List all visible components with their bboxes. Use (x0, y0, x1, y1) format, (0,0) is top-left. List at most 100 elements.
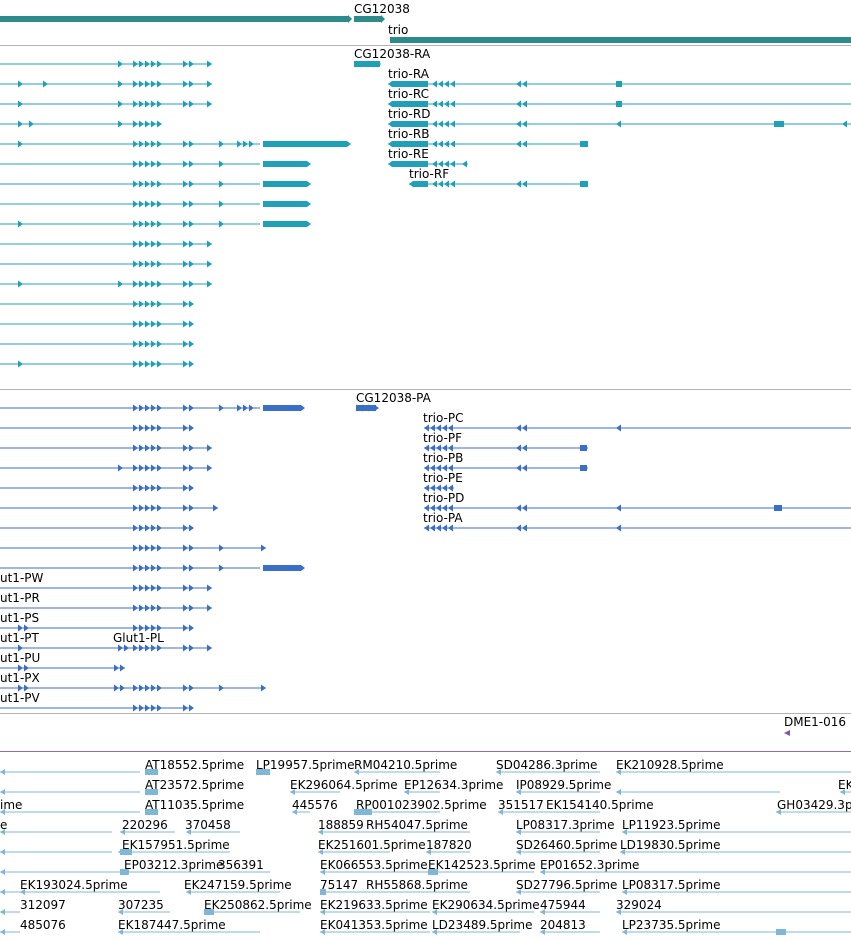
est-label[interactable]: EK154140.5prime (546, 798, 654, 812)
exon-block[interactable] (774, 121, 784, 127)
protein-label[interactable]: trio-PE (423, 471, 463, 485)
gene-label[interactable]: trio (388, 23, 409, 37)
est-label[interactable]: 188859 (318, 818, 364, 832)
transcript-block-trio[interactable] (409, 181, 428, 187)
est-label[interactable]: 204813 (540, 918, 586, 932)
protein-label[interactable]: Glut1-PL (113, 631, 164, 645)
protein-label[interactable]: ut1-PX (0, 671, 40, 685)
est-label[interactable]: EK (838, 778, 851, 792)
gene-bar-trio[interactable] (390, 37, 851, 43)
est-label[interactable]: AT18552.5prime (145, 758, 245, 772)
coding-exon[interactable] (263, 565, 305, 571)
marker-arrow[interactable] (784, 730, 790, 736)
est-label[interactable]: 307235 (118, 898, 164, 912)
est-label[interactable]: 329024 (616, 898, 662, 912)
exon-block[interactable] (616, 81, 622, 87)
est-label[interactable]: ime (0, 798, 23, 812)
transcript-block-trio[interactable] (388, 121, 428, 127)
est-block[interactable] (354, 809, 372, 815)
transcript-block-trio[interactable] (388, 81, 428, 87)
est-label[interactable]: EK157951.5prime (122, 838, 230, 852)
exon-block[interactable] (580, 465, 587, 471)
est-label[interactable]: 445576 (292, 798, 338, 812)
est-label[interactable]: 351517 (498, 798, 544, 812)
est-label[interactable]: LP08317.5prime (622, 878, 721, 892)
est-label[interactable]: RH54047.5prime (366, 818, 468, 832)
protein-label[interactable]: ut1-PS (0, 611, 40, 625)
coding-exon[interactable] (263, 161, 311, 167)
transcript-label[interactable]: trio-RA (388, 67, 429, 81)
est-label[interactable]: EK142523.5prime (428, 858, 536, 872)
gene-label[interactable]: CG12038 (354, 2, 410, 16)
exon-block[interactable] (774, 505, 782, 511)
transcript-label[interactable]: trio-RB (388, 127, 430, 141)
est-block[interactable] (120, 849, 132, 855)
est-label[interactable]: LD19830.5prime (620, 838, 721, 852)
transcript-label[interactable]: trio-RC (388, 87, 429, 101)
protein-label[interactable]: trio-PA (423, 511, 463, 525)
est-label[interactable]: RM04210.5prime (354, 758, 458, 772)
gene-bar-left[interactable] (0, 16, 348, 22)
protein-block-cg12038[interactable] (356, 405, 376, 411)
transcript-block-trio[interactable] (388, 161, 428, 167)
est-label[interactable]: EP01652.3prime (540, 858, 640, 872)
est-block[interactable] (256, 769, 270, 775)
est-label[interactable]: EP12634.3prime (404, 778, 504, 792)
est-label[interactable]: 356391 (218, 858, 264, 872)
est-block[interactable] (145, 809, 158, 815)
est-label[interactable]: 312097 (20, 898, 66, 912)
exon-block[interactable] (580, 445, 587, 451)
est-label[interactable]: EK296064.5prime (290, 778, 398, 792)
est-block[interactable] (145, 769, 158, 775)
est-label[interactable]: SD27796.5prime (516, 878, 618, 892)
est-label[interactable]: EP03212.3prime (124, 858, 224, 872)
est-label[interactable]: RH55868.5prime (366, 878, 468, 892)
est-label[interactable]: SD04286.3prime (496, 758, 598, 772)
est-label[interactable]: AT23572.5prime (145, 778, 245, 792)
est-label[interactable]: EK251601.5prime (318, 838, 426, 852)
transcript-block-trio[interactable] (388, 141, 428, 147)
est-label[interactable]: 370458 (185, 818, 231, 832)
transcript-block-trio[interactable] (388, 101, 428, 107)
est-label[interactable]: EK250862.5prime (204, 898, 312, 912)
est-label[interactable]: AT11035.5prime (145, 798, 245, 812)
est-block[interactable] (776, 929, 786, 935)
protein-label[interactable]: CG12038-PA (356, 391, 431, 405)
marker-label[interactable]: DME1-016 (784, 715, 847, 729)
transcript-label[interactable]: CG12038-RA (354, 47, 431, 61)
protein-label[interactable]: ut1-PU (0, 651, 41, 665)
transcript-label[interactable]: trio-RF (409, 167, 450, 181)
est-label[interactable]: EK187447.5prime (118, 918, 226, 932)
est-label[interactable]: 485076 (20, 918, 66, 932)
protein-label[interactable]: trio-PF (423, 431, 463, 445)
protein-label[interactable]: trio-PB (423, 451, 464, 465)
est-label[interactable]: SD26460.5prime (516, 838, 618, 852)
est-label[interactable]: GH03429.3p (777, 798, 851, 812)
est-label[interactable]: 75147 (320, 878, 359, 892)
exon-block[interactable] (616, 101, 622, 107)
est-label[interactable]: EK247159.5prime (184, 878, 292, 892)
coding-exon[interactable] (263, 181, 311, 187)
est-label[interactable]: IP08929.5prime (516, 778, 612, 792)
transcript-label[interactable]: trio-RD (388, 107, 431, 121)
est-label[interactable]: LP19957.5prime (256, 758, 355, 772)
coding-exon[interactable] (263, 141, 351, 147)
est-label[interactable]: EK193024.5prime (20, 878, 128, 892)
est-block[interactable] (428, 869, 438, 875)
est-label[interactable]: 187820 (426, 838, 472, 852)
exon-block[interactable] (580, 141, 588, 147)
est-label[interactable]: EK041353.5prime (320, 918, 428, 932)
protein-label[interactable]: trio-PD (423, 491, 465, 505)
protein-label[interactable]: ut1-PT (0, 631, 39, 645)
est-label[interactable]: LP08317.3prime (516, 818, 615, 832)
est-label[interactable]: LP23735.5prime (622, 918, 721, 932)
transcript-block-cg12038[interactable] (354, 61, 380, 67)
est-label[interactable]: LD23489.5prime (432, 918, 533, 932)
est-block[interactable] (320, 889, 326, 895)
protein-label[interactable]: trio-PC (423, 411, 464, 425)
est-label[interactable]: EK210928.5prime (616, 758, 724, 772)
est-label[interactable]: EK066553.5prime (320, 858, 428, 872)
est-block[interactable] (204, 909, 214, 915)
est-label[interactable]: 475944 (540, 898, 586, 912)
gene-bar-cg12038[interactable] (354, 16, 381, 22)
